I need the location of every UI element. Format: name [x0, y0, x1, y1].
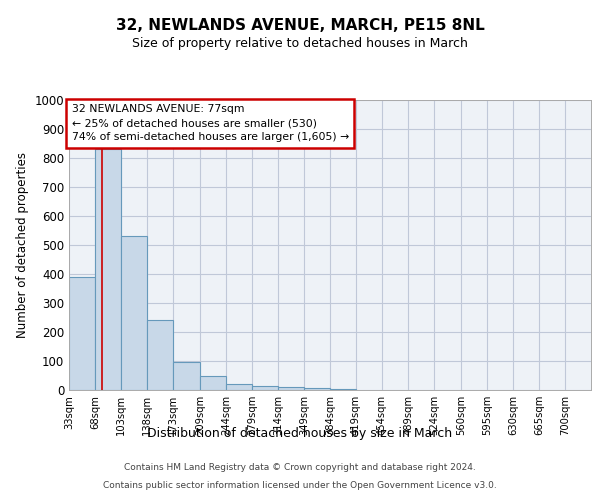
Bar: [200, 376, 226, 390]
Bar: [95, 150, 121, 390]
Bar: [304, 388, 330, 390]
Text: Size of property relative to detached houses in March: Size of property relative to detached ho…: [132, 38, 468, 51]
Bar: [173, 362, 200, 390]
Text: 32, NEWLANDS AVENUE, MARCH, PE15 8NL: 32, NEWLANDS AVENUE, MARCH, PE15 8NL: [116, 18, 484, 32]
Bar: [278, 386, 304, 390]
Bar: [226, 384, 252, 390]
Bar: [147, 320, 173, 390]
Bar: [121, 236, 147, 390]
Bar: [330, 388, 356, 390]
Text: Contains HM Land Registry data © Crown copyright and database right 2024.: Contains HM Land Registry data © Crown c…: [124, 462, 476, 471]
Bar: [69, 277, 95, 390]
Text: Contains public sector information licensed under the Open Government Licence v3: Contains public sector information licen…: [103, 481, 497, 490]
Bar: [252, 386, 278, 390]
Text: 32 NEWLANDS AVENUE: 77sqm
← 25% of detached houses are smaller (530)
74% of semi: 32 NEWLANDS AVENUE: 77sqm ← 25% of detac…: [71, 104, 349, 142]
Text: Distribution of detached houses by size in March: Distribution of detached houses by size …: [148, 428, 452, 440]
Y-axis label: Number of detached properties: Number of detached properties: [16, 152, 29, 338]
